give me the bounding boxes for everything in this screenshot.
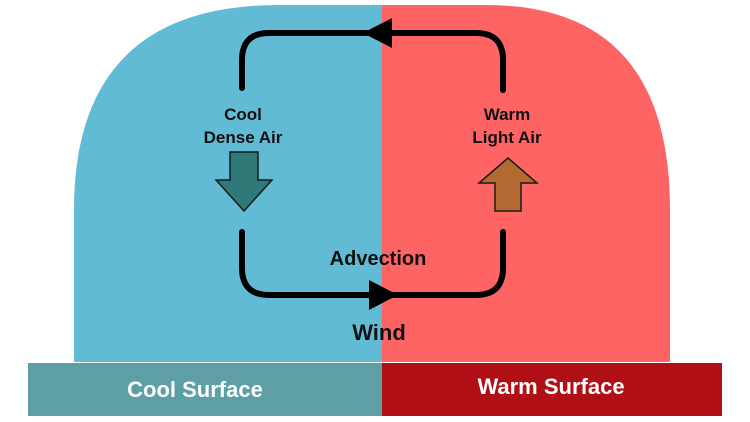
up-arrow-icon	[476, 157, 540, 212]
cool-air-label-line2: Dense Air	[204, 128, 283, 147]
flow-arrowhead-left-icon	[363, 18, 392, 48]
cool-air-label-line1: Cool	[224, 105, 262, 124]
cool-surface-bar	[28, 363, 382, 416]
warm-surface-bar	[382, 363, 722, 416]
advection-label: Advection	[330, 248, 427, 270]
warm-air-label-line1: Warm	[484, 105, 531, 124]
warm-air-label-line2: Light Air	[472, 128, 542, 147]
warm-surface-label: Warm Surface	[477, 374, 624, 399]
down-arrow-icon	[214, 151, 274, 213]
wind-label: Wind	[352, 320, 406, 345]
flow-arrowhead-right-icon	[369, 280, 398, 310]
cool-surface-label: Cool Surface	[127, 377, 263, 402]
